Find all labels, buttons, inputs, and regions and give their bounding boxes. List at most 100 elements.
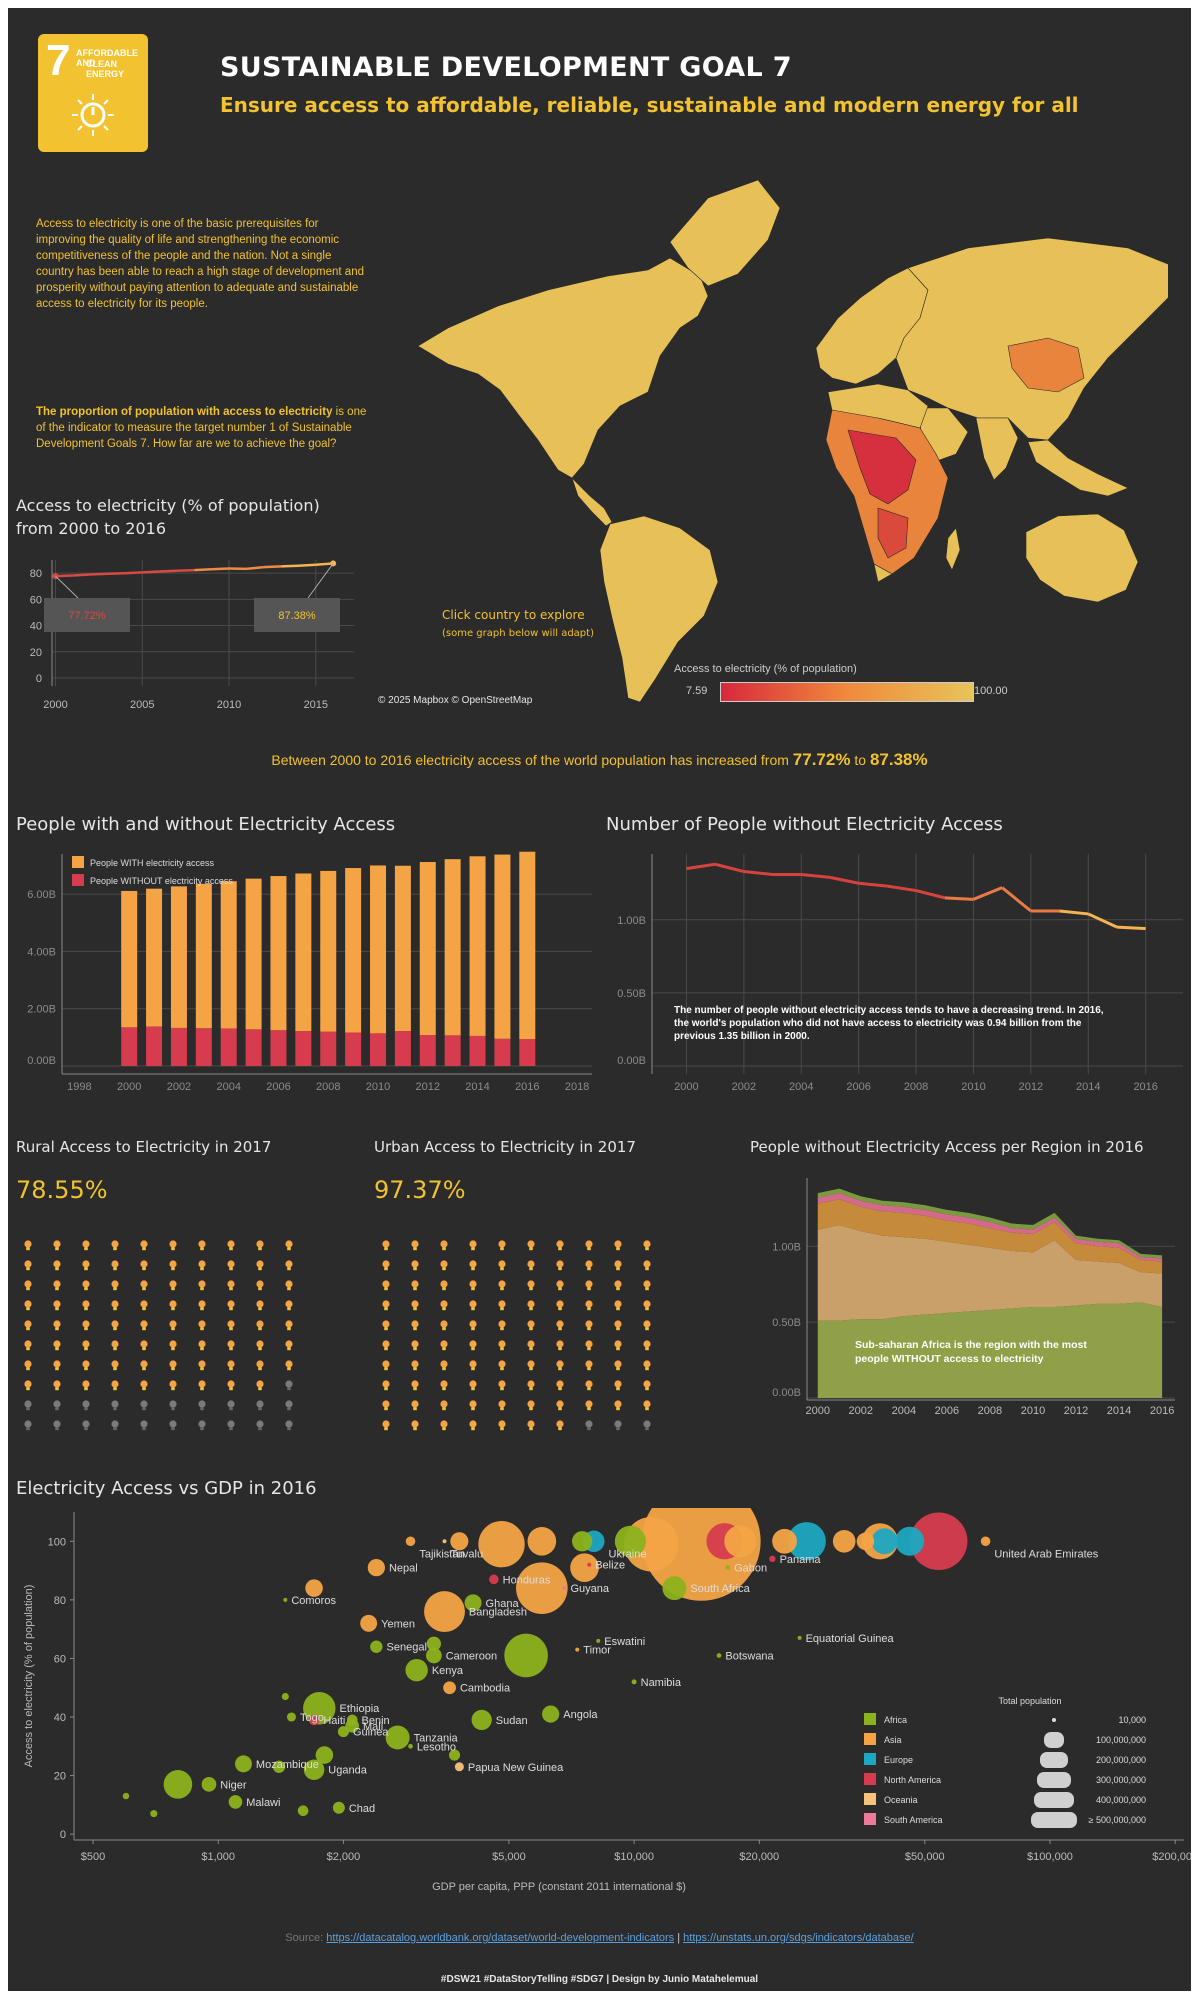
- gdp-xlabel: GDP per capita, PPP (constant 2011 inter…: [432, 1881, 686, 1893]
- bulb-base: [287, 1267, 291, 1271]
- map-legend-gradient: [720, 682, 974, 702]
- source-link-worldbank[interactable]: https://datacatalog.worldbank.org/datase…: [326, 1932, 675, 1944]
- gdp-point-label: Papua New Guinea: [468, 1762, 564, 1774]
- bulb-base: [645, 1287, 649, 1291]
- bulb-icon: [382, 1380, 390, 1388]
- gdp-point: [542, 1705, 560, 1723]
- bars-ytick: 4.00B: [27, 946, 56, 958]
- with-without-chart[interactable]: 0.00B 2.00B 4.00B 6.00B 1998 2000 2002 2004 2006…: [8, 844, 600, 1094]
- bulb-icon: [469, 1380, 477, 1388]
- without-count-chart[interactable]: 0.00B 0.50B 1.00B 2000 2002 2004 2006 2008 2010 2…: [608, 844, 1191, 1094]
- trend-start-label: 77.72%: [68, 610, 106, 622]
- bulb-base: [229, 1387, 233, 1391]
- bulb-icon: [285, 1380, 293, 1388]
- gdp-point: [570, 1553, 599, 1582]
- bars-ytick: 2.00B: [27, 1004, 56, 1016]
- bulb-base: [645, 1367, 649, 1371]
- gdp-point: [797, 1635, 802, 1640]
- bulb-icon: [285, 1420, 293, 1428]
- bulb-base: [113, 1387, 117, 1391]
- bulb-base: [258, 1287, 262, 1291]
- map-attribution[interactable]: © 2025 Mapbox © OpenStreetMap: [378, 695, 533, 706]
- bulb-base: [113, 1367, 117, 1371]
- bars-legend-label: People WITHOUT electricity access: [90, 876, 233, 886]
- bulb-icon: [614, 1260, 622, 1268]
- bulb-base: [500, 1307, 504, 1311]
- bulb-icon: [614, 1380, 622, 1388]
- gdp-size-legend-label: 300,000,000: [1096, 1775, 1146, 1785]
- bulb-base: [558, 1287, 562, 1291]
- gdp-scatter-chart[interactable]: 0 20 40 60 80 100 $500 $1,000 $2,000 $5,000 $10,00…: [8, 1508, 1191, 1903]
- region-area-east-asia: [817, 1199, 1163, 1274]
- bulb-icon: [198, 1320, 206, 1328]
- gdp-point: [562, 1586, 567, 1591]
- without-line-segment: [1059, 909, 1089, 916]
- trend-line-segment: [298, 563, 316, 568]
- bulb-icon: [527, 1340, 535, 1348]
- gdp-point: [122, 1792, 130, 1800]
- bulb-icon: [256, 1400, 264, 1408]
- gdp-point: [572, 1531, 593, 1552]
- gdp-point: [426, 1647, 442, 1664]
- gdp-size-legend-label: 100,000,000: [1096, 1735, 1146, 1745]
- region-xtick: 2006: [935, 1405, 959, 1417]
- bulb-icon: [111, 1280, 119, 1288]
- bulb-base: [413, 1327, 417, 1331]
- gdp-legend-swatch: [864, 1793, 876, 1805]
- without-line-segment: [829, 875, 859, 885]
- bulb-base: [287, 1367, 291, 1371]
- bulb-icon: [527, 1320, 535, 1328]
- bar-without-2015: [494, 1038, 511, 1066]
- gdp-point: [315, 1746, 334, 1764]
- region-area-other: [817, 1193, 1163, 1262]
- bulb-base: [413, 1287, 417, 1291]
- bulb-base: [113, 1347, 117, 1351]
- world-map[interactable]: [408, 178, 1168, 718]
- trend-line-segment: [263, 565, 282, 569]
- source-separator: |: [674, 1932, 684, 1944]
- map-north-america: [417, 257, 709, 479]
- bulb-base: [442, 1407, 446, 1411]
- gdp-point: [337, 1726, 349, 1738]
- bulb-base: [142, 1347, 146, 1351]
- bar-without-2001: [146, 1026, 163, 1066]
- region-area-chart[interactable]: 0.00B 0.50B 1.00B 2000 2002 2004 2006 2008 2010 2…: [743, 1168, 1191, 1428]
- bulb-base: [26, 1367, 30, 1371]
- gdp-point: [150, 1810, 158, 1818]
- gdp-point-label: Gabon: [734, 1563, 767, 1575]
- bulb-icon: [169, 1340, 177, 1348]
- bulb-base: [500, 1287, 504, 1291]
- gdp-point: [443, 1681, 456, 1695]
- bar-without-2000: [121, 1027, 138, 1066]
- bulb-icon: [382, 1280, 390, 1288]
- summary-line: Between 2000 to 2016 electricity access …: [8, 750, 1191, 770]
- bulb-base: [413, 1307, 417, 1311]
- bulb-base: [84, 1367, 88, 1371]
- gdp-size-legend-mark: [1031, 1812, 1077, 1828]
- page-title: SUSTAINABLE DEVELOPMENT GOAL 7: [220, 52, 792, 83]
- gdp-point-label: Lesotho: [417, 1741, 456, 1753]
- gdp-point: [286, 1712, 296, 1722]
- gdp-xtick: $10,000: [614, 1851, 654, 1863]
- access-trend-chart[interactable]: 0 20 40 60 80 2000 2005 2010 2015 77.72% 87.38%: [8, 548, 378, 718]
- bulb-base: [84, 1247, 88, 1251]
- bulb-base: [171, 1387, 175, 1391]
- bulb-base: [55, 1267, 59, 1271]
- bulb-base: [55, 1427, 59, 1431]
- bar-without-2003: [195, 1028, 212, 1066]
- gdp-point-label: Yemen: [381, 1618, 415, 1630]
- source-link-unstats[interactable]: https://unstats.un.org/sdgs/indicators/d…: [683, 1932, 914, 1944]
- gdp-point: [405, 1658, 428, 1682]
- gdp-point: [303, 1759, 325, 1780]
- bulb-base: [200, 1267, 204, 1271]
- bulb-icon: [256, 1360, 264, 1368]
- trend-ytick: 80: [30, 568, 42, 580]
- gdp-size-legend-mark: [1034, 1792, 1074, 1808]
- bulb-icon: [440, 1340, 448, 1348]
- gdp-point-label: Sudan: [496, 1715, 528, 1727]
- bulb-base: [55, 1247, 59, 1251]
- bulb-icon: [469, 1280, 477, 1288]
- gdp-xtick: $100,000: [1027, 1851, 1073, 1863]
- gdp-point: [478, 1521, 525, 1568]
- bulb-icon: [140, 1300, 148, 1308]
